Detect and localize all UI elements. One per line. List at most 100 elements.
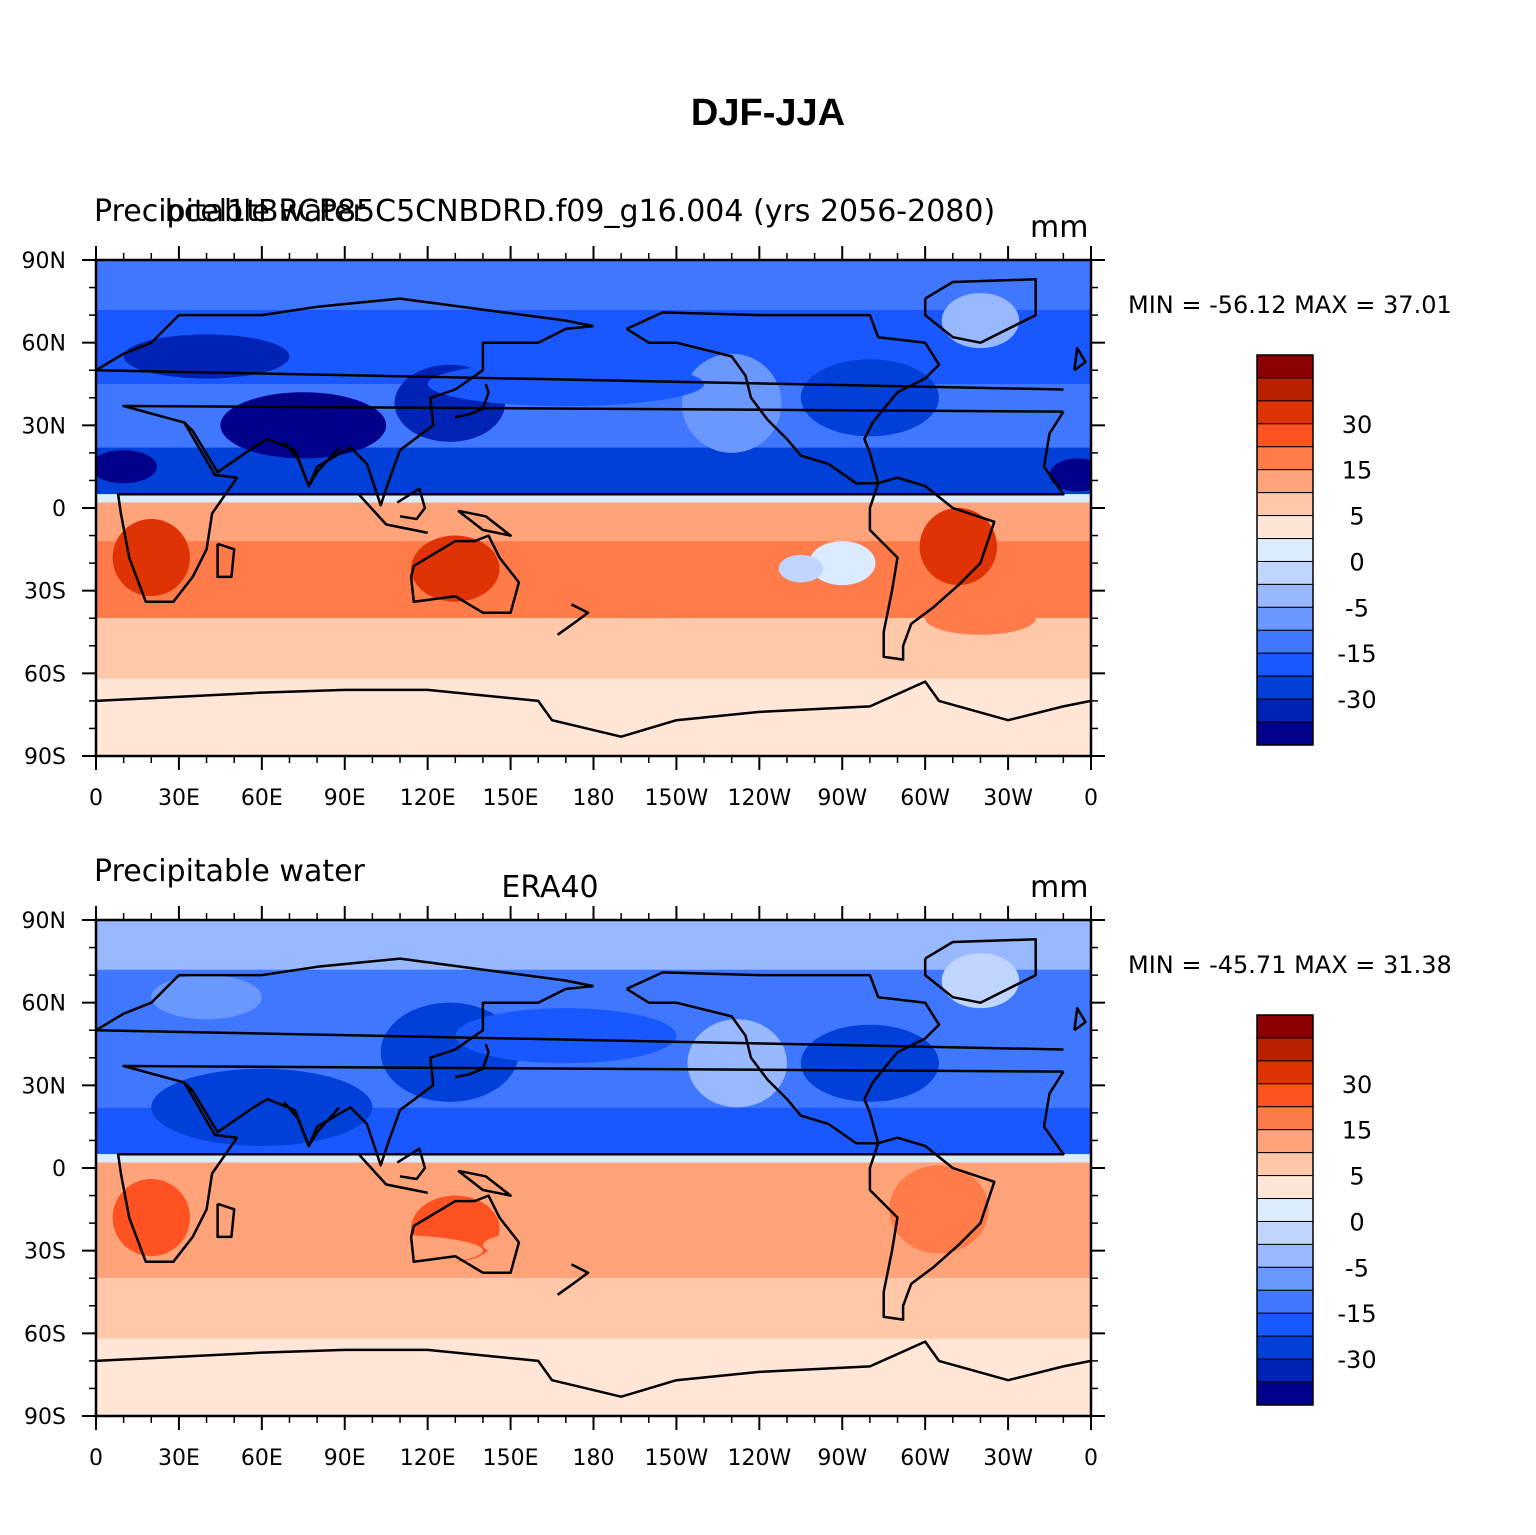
lat-tick-label: 30N — [22, 1074, 66, 1099]
lon-tick-label: 180 — [573, 1446, 615, 1471]
colorbar-label: -30 — [1337, 1346, 1376, 1374]
coastline — [396, 1147, 427, 1181]
field-patch — [941, 293, 1020, 349]
colorbar-swatch — [1256, 1106, 1314, 1131]
lat-tick-label: 90N — [22, 909, 66, 934]
lon-tick-label: 30E — [158, 786, 200, 811]
colorbar-label: 30 — [1342, 1071, 1373, 1099]
field-band — [96, 1154, 1091, 1163]
case-label: bcel1tBRCP85C5CNBDRD.f09_g16.004 (yrs 20… — [164, 194, 996, 229]
colorbar-label: 0 — [1349, 548, 1364, 576]
coastline — [183, 324, 594, 507]
colorbar-swatch — [1256, 675, 1314, 700]
coastline — [556, 603, 590, 636]
axes: 90N 60N 30N 0 30S 60S 90S 0 30E 60E 90E 120E 150E 180… — [22, 246, 1105, 811]
filled-contour-field — [96, 260, 1091, 756]
lon-tick-label: 120E — [400, 786, 456, 811]
map-panel-svg: 90N 60N 30N 0 30S 60S 90S 0 30E 60E 90E 120E 150E 180… — [22, 246, 1377, 811]
colorbar-swatch — [1256, 1152, 1314, 1177]
colorbar-swatch — [1256, 1358, 1314, 1383]
colorbar-swatch — [1256, 652, 1314, 677]
filled-contour-field — [96, 920, 1091, 1416]
colorbar-swatch — [1256, 1014, 1314, 1039]
lat-tick-label: 60N — [22, 332, 66, 357]
field-patch — [234, 568, 401, 613]
field-band — [96, 678, 1091, 756]
colorbar: -30 -15 -5 0 5 15 30 — [1256, 354, 1377, 746]
lon-tick-label: 0 — [1084, 786, 1098, 811]
coastline — [923, 278, 1037, 344]
lon-tick-label: 90W — [817, 786, 867, 811]
lon-tick-label: 120E — [400, 1446, 456, 1471]
lat-tick-label: 90S — [24, 1405, 66, 1430]
field-band — [96, 260, 1091, 310]
colorbar-swatch — [1256, 446, 1314, 471]
lon-tick-label: 150W — [645, 1446, 709, 1471]
colorbar-swatch — [1256, 1129, 1314, 1154]
coastline — [116, 404, 1065, 603]
field-patch — [112, 1179, 190, 1257]
lon-tick-label: 30E — [158, 1446, 200, 1471]
coastline — [626, 311, 941, 485]
colorbar-swatch — [1256, 1381, 1314, 1406]
colorbar-swatch — [1256, 1083, 1314, 1108]
field-patch — [261, 1234, 483, 1268]
coastline — [96, 297, 1064, 391]
colorbar-label: 5 — [1349, 1163, 1364, 1191]
colorbar-frame — [1256, 1014, 1314, 1406]
lat-tick-label: 30N — [22, 414, 66, 439]
field-patch — [889, 1165, 989, 1254]
lat-tick-label: 60N — [22, 992, 66, 1017]
coastline — [282, 1101, 341, 1148]
colorbar-swatch — [1256, 629, 1314, 654]
coastline — [868, 1136, 996, 1321]
map-panel-model: 90N 60N 30N 0 30S 60S 90S 0 30E 60E 90E 120E 150E 180… — [0, 195, 1536, 835]
field-band — [96, 1338, 1091, 1416]
lon-tick-label: 90E — [324, 786, 366, 811]
colorbar-swatch — [1256, 583, 1314, 608]
colorbar-label: -5 — [1345, 594, 1369, 622]
colorbar-swatch — [1256, 469, 1314, 494]
colorbar-label: 5 — [1349, 503, 1364, 531]
colorbar-swatch — [1256, 1312, 1314, 1337]
colorbar-swatch — [1256, 515, 1314, 540]
colorbar-swatch — [1256, 1037, 1314, 1062]
lon-tick-label: 30W — [983, 1446, 1033, 1471]
coastline — [1073, 1006, 1087, 1032]
lon-tick-label: 0 — [89, 786, 103, 811]
lon-tick-label: 60W — [900, 1446, 950, 1471]
units-label: mm — [1030, 870, 1089, 905]
field-patch — [687, 1019, 787, 1108]
field-patch — [941, 953, 1020, 1009]
colorbar-swatch — [1256, 1266, 1314, 1291]
field-patch — [455, 1008, 677, 1064]
coastline — [357, 493, 428, 535]
coastline — [1073, 346, 1087, 372]
colorbar-label: 15 — [1342, 457, 1373, 485]
coastline — [183, 984, 594, 1167]
colorbar-label: -15 — [1337, 640, 1376, 668]
field-patch — [112, 519, 190, 597]
colorbar-frame — [1256, 354, 1314, 746]
field-patch — [96, 450, 157, 484]
coastline — [216, 542, 236, 579]
coastline — [923, 938, 1037, 1004]
coastline — [455, 1043, 490, 1079]
field-patch — [220, 392, 387, 459]
lon-tick-label: 150W — [645, 786, 709, 811]
colorbar-swatch — [1256, 538, 1314, 562]
lon-tick-label: 90E — [324, 1446, 366, 1471]
field-patch — [123, 334, 290, 379]
field-patch — [809, 541, 876, 586]
coastline — [96, 680, 1091, 738]
lat-tick-label: 60S — [24, 1322, 66, 1347]
lon-tick-label: 0 — [1084, 1446, 1098, 1471]
colorbar: -30 -15 -5 0 5 15 30 — [1256, 1014, 1377, 1406]
field-band — [96, 618, 1091, 679]
colorbar-swatch — [1256, 400, 1314, 425]
colorbar-swatch — [1256, 492, 1314, 517]
colorbar-swatch — [1256, 606, 1314, 631]
field-patch — [427, 361, 705, 407]
lat-tick-label: 0 — [52, 497, 66, 522]
colorbar-swatch — [1256, 721, 1314, 746]
